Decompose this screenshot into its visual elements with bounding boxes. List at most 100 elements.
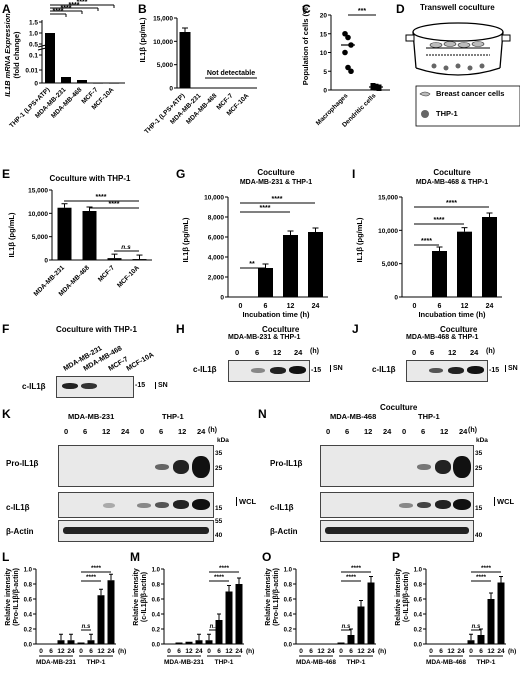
chart-o: Relative intensity (Pro-IL1β/β-actin) 0.0 0… [265,565,386,666]
lane-label: 24 [294,348,303,357]
ylabel: Relative intensity [133,568,140,626]
chart-b-ylabel: IL1β (pg/mL) [138,17,147,62]
x-tick-label: 6 [89,648,93,655]
x-tick-label: 6 [49,648,53,655]
significance-label: **** [219,565,230,572]
chart-l: Relative intensity (Pro-IL1β/β-actin) 0.0 0… [5,565,126,666]
lane-label: MCF-10A [126,351,156,372]
data-point [376,86,382,91]
chart-g-title: Coculture [257,168,295,177]
chart-a-ylabel: IL1B mRNA Expression [3,13,12,97]
mw: 55 [215,518,223,525]
panel-label-p: P [392,550,401,564]
tick-label: 0.2 [152,628,161,634]
blot-n-wcl: WCL [494,497,514,506]
blot-h-subtitle: MDA-MB-231 & THP-1 [228,334,301,341]
lane-label: 12 [364,427,373,436]
panel-label-g: G [176,167,186,181]
chart-g-xlabel: Incubation time (h) [242,310,310,319]
panel-label-e: E [2,167,11,181]
ylabel2: (c-IL1β/β-actin) [403,572,410,622]
significance-label: **** [446,200,457,207]
diagram-title: Transwell coculture [420,3,495,12]
category-label: 12 [461,303,469,310]
blot-k-row-label: c-IL1β [6,503,30,512]
lane-label: 0 [140,427,145,436]
bar [57,207,72,260]
mw: 25 [475,465,483,472]
x-tick-label: 24 [367,648,375,655]
significance-label: **** [260,205,271,212]
group-label: THP-1 [87,659,106,666]
x-tick-label: 0 [167,648,171,655]
x-tick-label: 0 [429,648,433,655]
tick-label: 0 [394,295,398,302]
tick-label: 15,000 [378,195,398,202]
blot-j-mw: -15 [489,367,500,374]
blot-f-title: Coculture with THP-1 [56,325,137,334]
tick-label: 0.5 [29,42,38,49]
tick-label: 0.6 [24,598,33,604]
ns-label: n.s [342,624,351,630]
lane-label: 6 [159,427,164,436]
lane-label: 0 [326,427,331,436]
significance-label: **** [214,574,225,581]
bar [437,644,445,645]
ylabel: Relative intensity [265,568,272,626]
tick-label: 15 [320,31,328,38]
group-label: THP-1 [215,659,234,666]
bar [61,77,71,83]
lane-label: 12 [440,427,449,436]
chart-c-ylabel: Population of cells (%) [301,4,310,85]
chart-g-ylabel: IL1β (pg/mL) [181,217,190,262]
blot-n-group1: MDA-MB-468 [330,412,377,421]
ns-label: n.s [82,624,91,630]
bar [487,599,495,644]
data-point [342,30,348,37]
blot-k-group2: THP-1 [162,412,184,421]
ylabel2: (Pro-IL1β/β-actin) [13,568,20,626]
tick-label: 0.1 [29,53,38,60]
chart-c: Population of cells (%) 05101520Macropha… [301,4,390,129]
x-tick-label: 12 [57,648,65,655]
lane-label: 0 [235,348,240,357]
bar [367,582,375,644]
blot-h-band-label: c-IL1β [193,365,217,374]
ns-label: n.s [210,624,219,630]
tick-label: 1.0 [414,568,423,574]
blot-k-row-label: β-Actin [6,527,34,536]
chart-p: Relative intensity (c-IL1β/β-actin) 0.0 0.2… [395,565,516,666]
mw: 40 [215,532,223,539]
tick-label: 5 [323,69,327,76]
bar [283,235,298,297]
lane-label: 6 [345,427,350,436]
x-tick-label: 24 [67,648,75,655]
tick-label: 0.6 [284,598,293,604]
blot-j-unit: (h) [486,348,495,355]
blot-k-pro [58,445,214,487]
tick-label: 0.2 [414,628,423,634]
tick-label: 10,000 [378,228,398,235]
blot-f-mw: -15 [135,382,146,389]
x-tick-label: 12 [97,648,105,655]
bar [297,644,305,645]
blot-h-sn: SN [330,365,343,372]
panel-label-k: K [2,407,11,421]
bar [132,259,147,260]
bar [37,644,45,645]
x-tick-label: 0 [469,648,473,655]
mw: 25 [215,465,223,472]
bar [258,268,273,297]
significance-label: **** [109,201,120,208]
blot-k-unit: (h) [208,427,217,434]
significance-label: **** [481,565,492,572]
x-tick-label: 0 [39,648,43,655]
bar [45,33,55,83]
tick-label: 15,000 [153,16,173,23]
bar [47,644,55,645]
x-tick-label: 24 [497,648,505,655]
bar [337,642,345,644]
x-tick-label: 24 [457,648,465,655]
lane-label: MCF-7 [108,356,130,373]
